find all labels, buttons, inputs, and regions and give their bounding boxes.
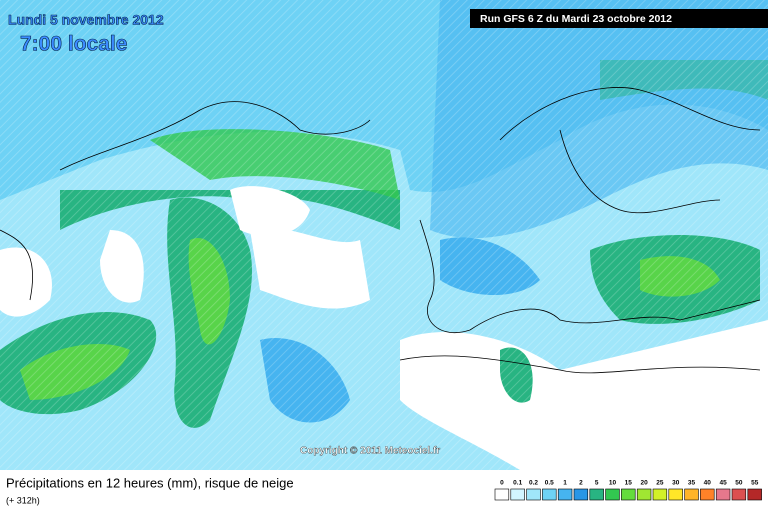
legend-label: 55 <box>751 480 759 487</box>
legend-label: 20 <box>640 480 648 487</box>
legend-swatch <box>589 488 604 501</box>
coastlines <box>0 87 761 374</box>
legend-swatch <box>636 488 652 501</box>
footer-title: Précipitations en 12 heures (mm), risque… <box>6 475 294 490</box>
legend-swatch <box>700 488 715 501</box>
legend-swatch <box>652 488 668 501</box>
legend-label: 15 <box>625 480 633 487</box>
legend-label: 0.2 <box>529 480 538 487</box>
forecast-date: Lundi 5 novembre 2012 <box>8 12 164 28</box>
precip-field <box>0 0 768 470</box>
legend-label: 0 <box>500 480 504 487</box>
legend-label: 25 <box>656 480 664 487</box>
legend-label: 1 <box>563 480 567 487</box>
legend-label: 0.5 <box>545 480 554 487</box>
legend-swatch <box>510 488 525 501</box>
legend-label: 5 <box>595 480 599 487</box>
copyright: Copyright © 2011 Meteociel.fr <box>300 446 440 457</box>
legend-swatch <box>731 488 747 501</box>
legend-swatch <box>684 488 699 501</box>
legend-swatch <box>605 488 620 501</box>
legend-swatch <box>526 488 541 501</box>
legend-label: 0.1 <box>513 480 522 487</box>
legend-swatch <box>494 488 510 501</box>
footer-lead: (+ 312h) <box>6 495 40 505</box>
legend-swatch <box>573 488 589 501</box>
forecast-time: 7:00 locale <box>20 33 127 56</box>
legend-label: 10 <box>609 480 617 487</box>
legend-label: 45 <box>719 480 727 487</box>
run-box <box>470 9 768 28</box>
legend-swatch <box>542 488 557 501</box>
legend-label: 35 <box>688 480 696 487</box>
legend-swatch <box>557 488 573 501</box>
legend-label: 50 <box>735 480 743 487</box>
legend-label: 2 <box>579 480 583 487</box>
title-block: Lundi 5 novembre 2012 7:00 locale <box>8 11 164 56</box>
legend-label: 40 <box>704 480 712 487</box>
legend: 0 0.1 0.2 0.5 1 2 5 10 15 20 25 30 35 40 45 50 55 <box>494 480 762 501</box>
legend-swatch <box>747 488 762 501</box>
run-label: Run GFS 6 Z du Mardi 23 octobre 2012 <box>480 13 672 25</box>
legend-label: 30 <box>672 480 680 487</box>
legend-swatch <box>621 488 636 501</box>
legend-swatch <box>715 488 731 501</box>
legend-swatch <box>668 488 683 501</box>
